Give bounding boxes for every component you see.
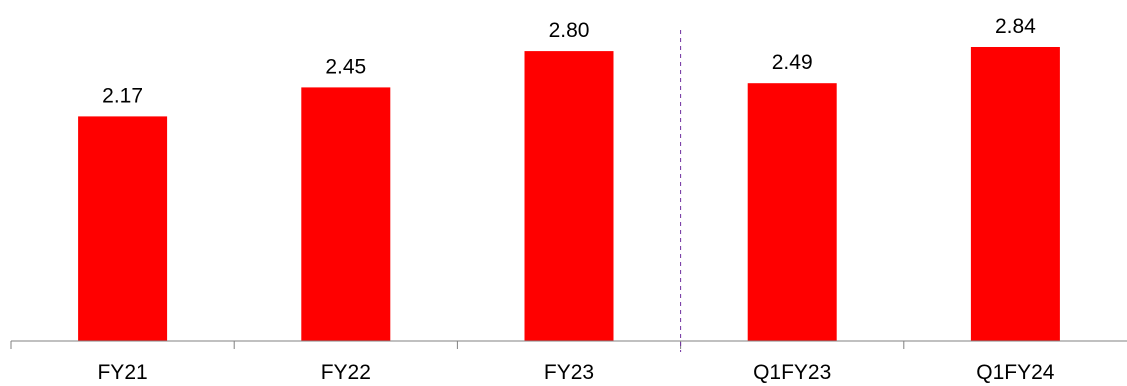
value-label-q1fy24: 2.84 xyxy=(995,15,1036,38)
value-label-fy21: 2.17 xyxy=(102,84,143,107)
bar-fy23 xyxy=(524,51,614,341)
tick-label-fy21: FY21 xyxy=(97,361,147,384)
tick-label-fy22: FY22 xyxy=(321,361,371,384)
bar-fy22 xyxy=(301,87,391,342)
bar-fy21 xyxy=(78,116,168,342)
x-axis-tick-labels: FY21 FY22 FY23 Q1FY23 Q1FY24 xyxy=(97,361,1054,384)
tick-label-q1fy24: Q1FY24 xyxy=(976,361,1055,384)
bar-q1fy23 xyxy=(747,83,837,341)
value-label-fy23: 2.80 xyxy=(549,19,590,42)
bars-layer xyxy=(78,47,1060,342)
x-axis-ticks xyxy=(10,341,905,349)
bar-q1fy24 xyxy=(970,47,1060,341)
tick-label-fy23: FY23 xyxy=(544,361,594,384)
value-label-q1fy23: 2.49 xyxy=(772,51,813,74)
value-labels-layer: 2.17 2.45 2.80 2.49 2.84 xyxy=(102,15,1036,107)
value-label-fy22: 2.45 xyxy=(325,55,366,78)
tick-label-q1fy23: Q1FY23 xyxy=(753,361,831,384)
